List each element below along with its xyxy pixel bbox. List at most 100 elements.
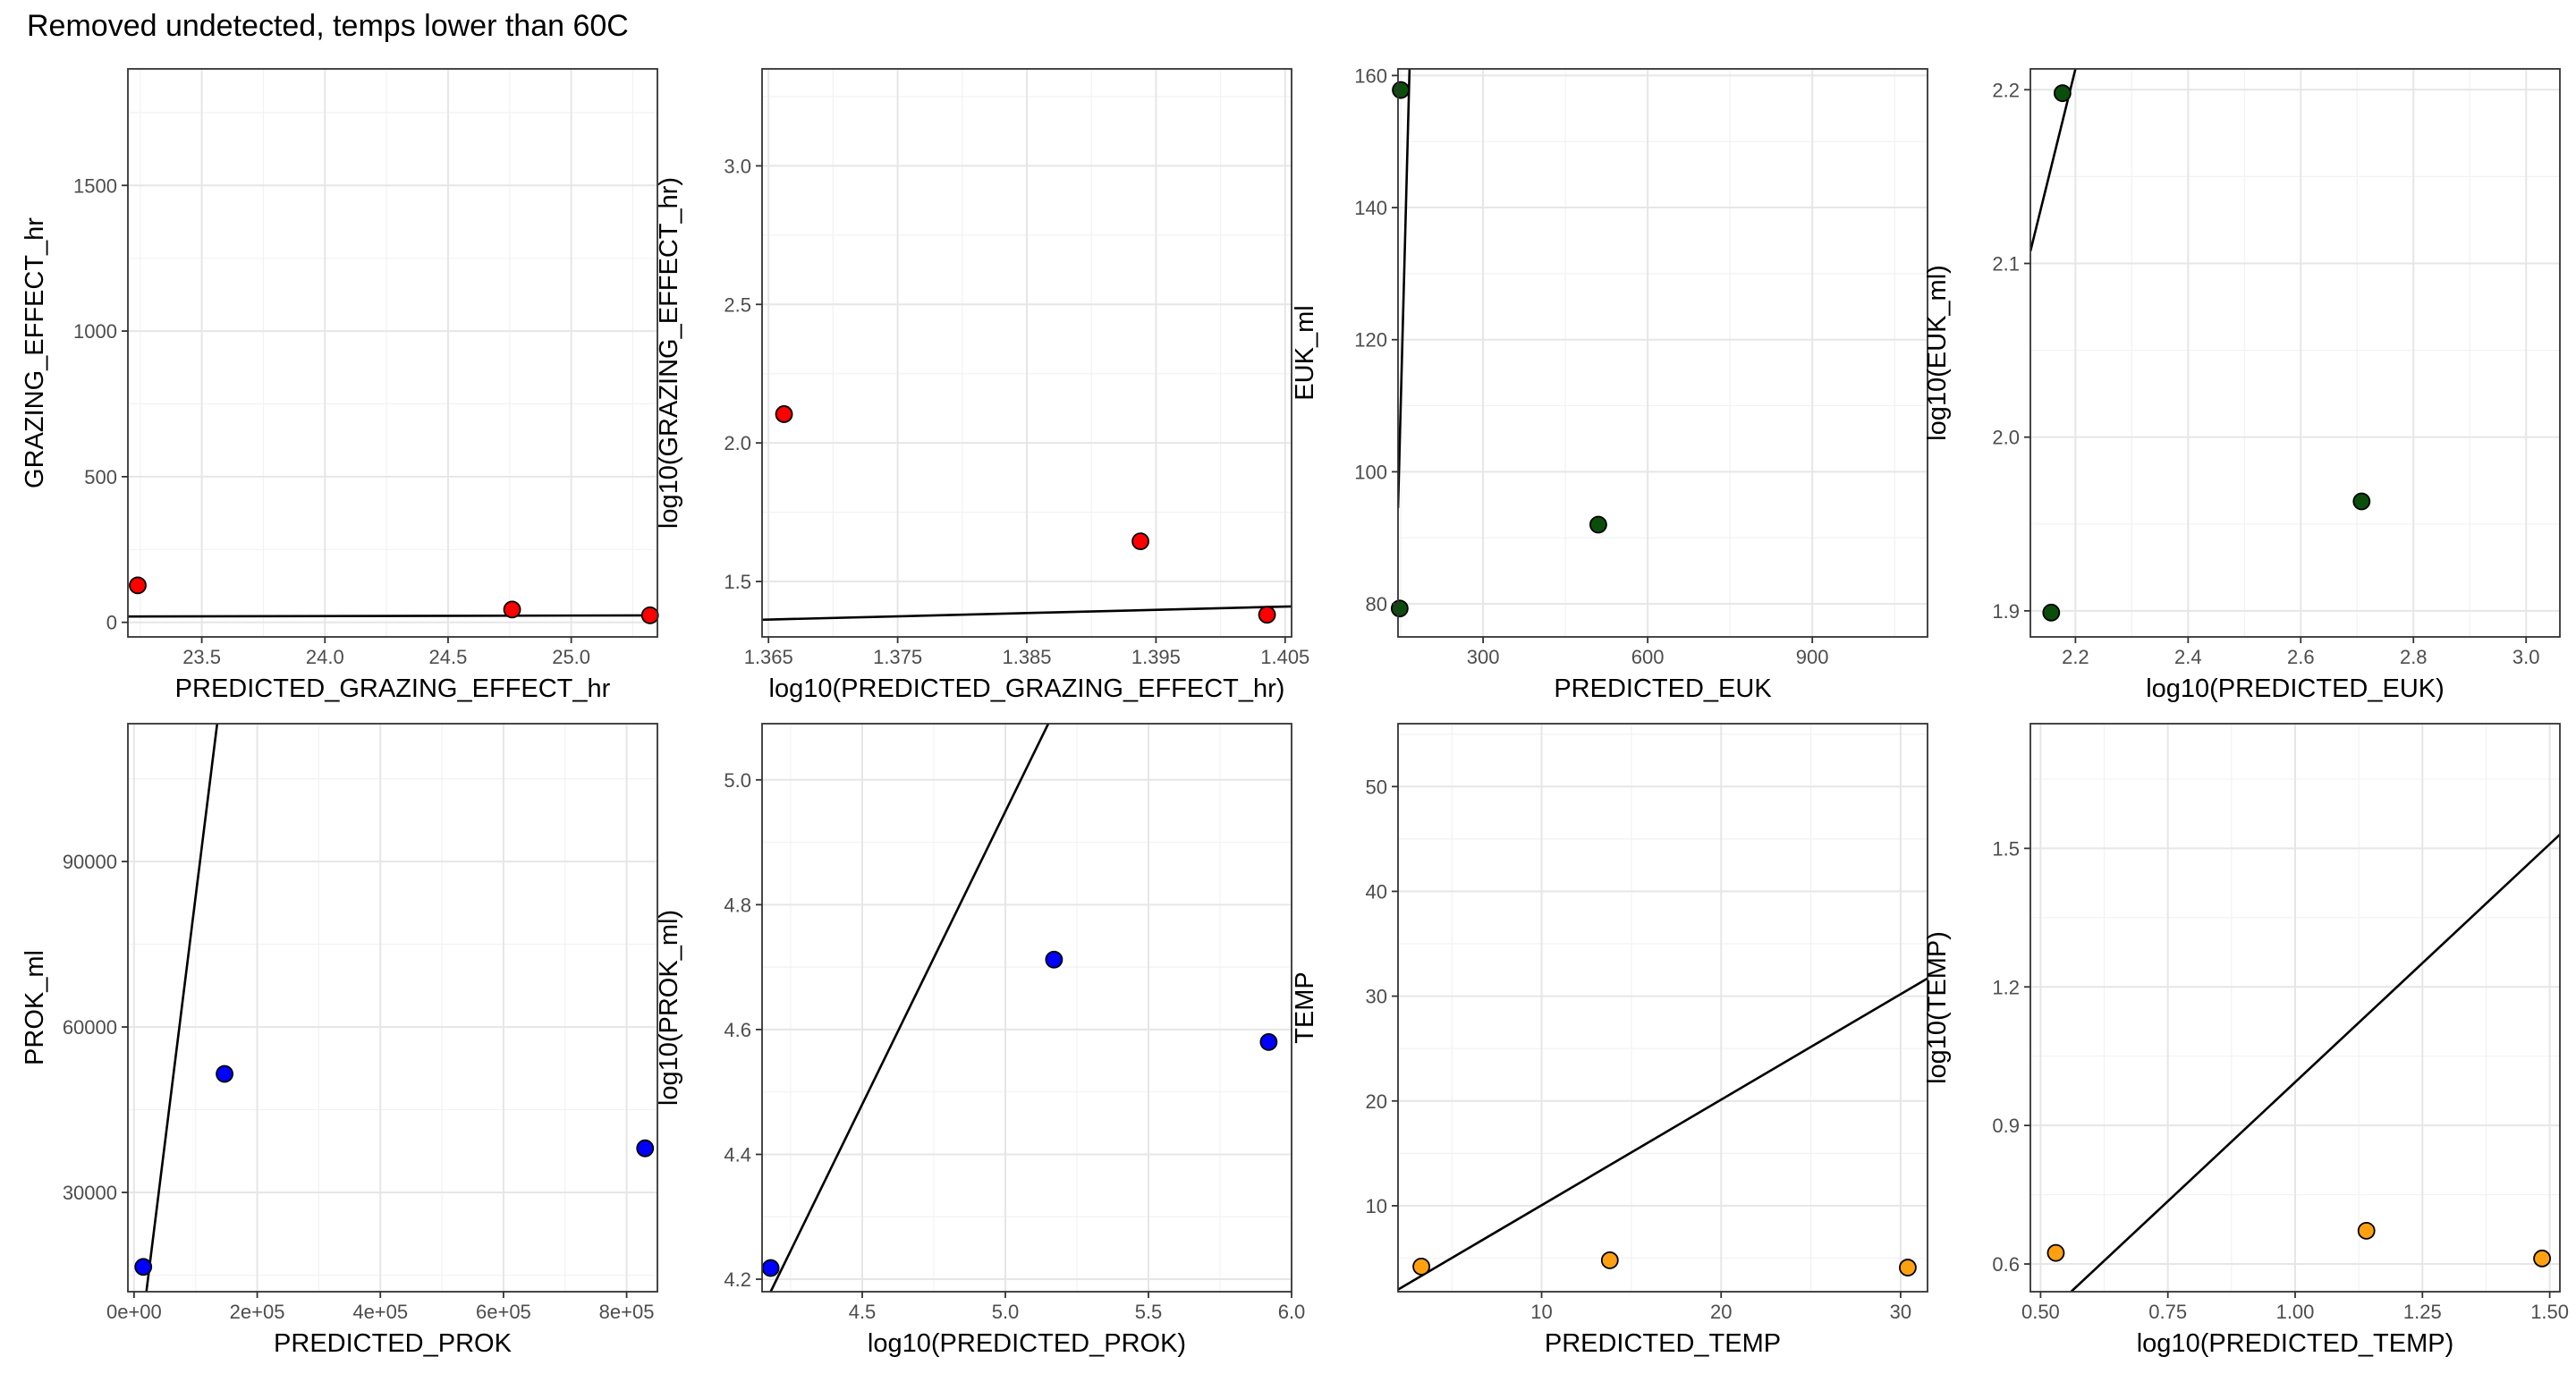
x-axis-title: PREDICTED_TEMP: [1545, 1329, 1781, 1358]
data-point: [1412, 1257, 1430, 1276]
y-axis-title: log10(EUK_ml): [1923, 265, 1952, 441]
data-point: [775, 405, 793, 423]
x-tick-label: 0.50: [2021, 1301, 2060, 1323]
y-tick-label: 1.5: [1992, 837, 2020, 860]
data-point: [1131, 532, 1149, 551]
x-tick-label: 300: [1467, 646, 1500, 668]
x-tick-label: 10: [1530, 1301, 1552, 1323]
grid: [762, 724, 1292, 1292]
y-tick-label: 1.9: [1992, 600, 2020, 623]
data-point: [216, 1064, 233, 1083]
x-tick-label: 2.4: [2174, 646, 2202, 668]
panel-3: 300 600 900 80 100 120 140 160 PREDICTED_EUK EUK_…: [1291, 64, 1928, 703]
data-point: [2053, 84, 2072, 103]
panel-border: [761, 723, 1292, 1293]
panel-border: [2029, 68, 2561, 638]
y-axis-title: EUK_ml: [1291, 305, 1319, 400]
data-point: [2042, 603, 2061, 622]
x-tick-label: 2.6: [2287, 646, 2315, 668]
x-tick-label: 1.00: [2276, 1301, 2315, 1323]
x-tick-label: 5.0: [992, 1301, 1020, 1323]
x-tick-label: 0e+00: [106, 1301, 162, 1323]
x-tick-label: 0.75: [2148, 1301, 2187, 1323]
x-tick-label: 4.5: [849, 1301, 877, 1323]
fit-line: [2070, 833, 2560, 1292]
y-tick-label: 30000: [63, 1182, 117, 1204]
data-point: [2046, 1243, 2065, 1262]
x-tick-label: 30: [1890, 1301, 1911, 1323]
y-tick-label: 2.5: [724, 293, 751, 316]
x-tick-label: 2.8: [2400, 646, 2428, 668]
data-point: [503, 600, 521, 619]
grid: [2030, 724, 2560, 1292]
y-tick-label: 50: [1366, 776, 1387, 798]
y-tick-label: 4.4: [724, 1143, 751, 1166]
panel-background: [2030, 69, 2560, 637]
y-tick-label: 2.2: [1992, 79, 2020, 101]
fit-line: [1398, 69, 1411, 509]
y-tick-label: 3.0: [724, 155, 751, 177]
data-point: [1390, 599, 1409, 618]
data-point: [129, 576, 147, 595]
y-tick-label: 160: [1354, 64, 1387, 87]
x-tick-label: 2.2: [2062, 646, 2089, 668]
y-tick-label: 1.5: [724, 571, 751, 593]
x-axis-title: log10(PREDICTED_EUK): [2146, 674, 2445, 703]
y-tick-label: 0.9: [1992, 1115, 2020, 1137]
y-tick-label: 2.0: [724, 432, 751, 454]
y-tick-label: 90000: [63, 851, 117, 873]
y-tick-label: 2.0: [1992, 427, 2020, 449]
data-point: [134, 1258, 153, 1276]
x-axis-title: PREDICTED_PROK: [274, 1329, 513, 1358]
y-tick-label: 0.6: [1992, 1253, 2020, 1276]
panel-background: [128, 69, 657, 637]
y-axis-title: PROK_ml: [21, 950, 49, 1065]
data-point: [1392, 81, 1410, 99]
y-tick-label: 10: [1366, 1195, 1387, 1217]
y-tick-label: 4.2: [724, 1268, 751, 1291]
fit-line: [769, 724, 1050, 1292]
y-tick-label: 2.1: [1992, 252, 2020, 275]
panel-1: 23.5 24.0 24.5 25.0 0 500 1000 1500 PREDICTED_GR…: [21, 68, 659, 703]
panel-2: 1.365 1.375 1.385 1.395 1.405 1.5 2.0 2.5 3.0 log…: [655, 68, 1309, 703]
x-axis-title: PREDICTED_GRAZING_EFFECT_hr: [175, 674, 611, 703]
x-tick-label: 1.395: [1131, 646, 1181, 668]
y-tick-label: 140: [1354, 197, 1387, 219]
y-tick-label: 4.6: [724, 1019, 751, 1041]
x-axis-title: log10(PREDICTED_GRAZING_EFFECT_hr): [769, 674, 1285, 703]
y-axis-title: log10(PROK_ml): [655, 910, 683, 1106]
x-tick-label: 1.385: [1002, 646, 1051, 668]
y-tick-label: 5.0: [724, 769, 751, 792]
grid: [128, 724, 657, 1292]
data-point: [1045, 950, 1063, 969]
x-tick-label: 1.50: [2530, 1301, 2569, 1323]
data-point: [1589, 515, 1607, 534]
x-tick-label: 24.5: [429, 646, 468, 668]
x-tick-label: 25.0: [552, 646, 590, 668]
grid: [1398, 69, 1928, 637]
data-point: [640, 606, 659, 624]
panel-4: 2.2 2.4 2.6 2.8 3.0 1.9 2.0 2.1 2.2 log10(PREDICT…: [1923, 68, 2561, 703]
data-point: [636, 1139, 655, 1158]
grid: [2030, 69, 2560, 637]
y-tick-label: 1.2: [1992, 976, 2020, 998]
panel-6: 4.5 5.0 5.5 6.0 4.2 4.4 4.6 4.8 5.0 log10(PREDICT…: [655, 723, 1305, 1358]
panels: 23.5 24.0 24.5 25.0 0 500 1000 1500 PREDICTED_GR…: [21, 64, 2569, 1358]
x-tick-label: 8e+05: [599, 1301, 655, 1323]
y-tick-label: 20: [1366, 1090, 1387, 1113]
y-tick-label: 4.8: [724, 894, 751, 916]
data-point: [1259, 1032, 1278, 1051]
x-tick-label: 600: [1631, 646, 1665, 668]
panel-5: 0e+00 2e+05 4e+05 6e+05 8e+05 30000 60000 90000…: [21, 723, 658, 1358]
x-tick-label: 1.25: [2403, 1301, 2442, 1323]
data-point: [2533, 1249, 2551, 1268]
fit-line: [762, 605, 1292, 622]
data-point: [1258, 606, 1276, 624]
x-tick-label: 900: [1796, 646, 1829, 668]
y-tick-label: 100: [1354, 461, 1387, 483]
panel-border: [127, 68, 658, 638]
y-tick-label: 500: [84, 466, 117, 488]
y-tick-label: 30: [1366, 986, 1387, 1008]
panel-background: [762, 724, 1292, 1292]
data-point: [1899, 1259, 1917, 1276]
